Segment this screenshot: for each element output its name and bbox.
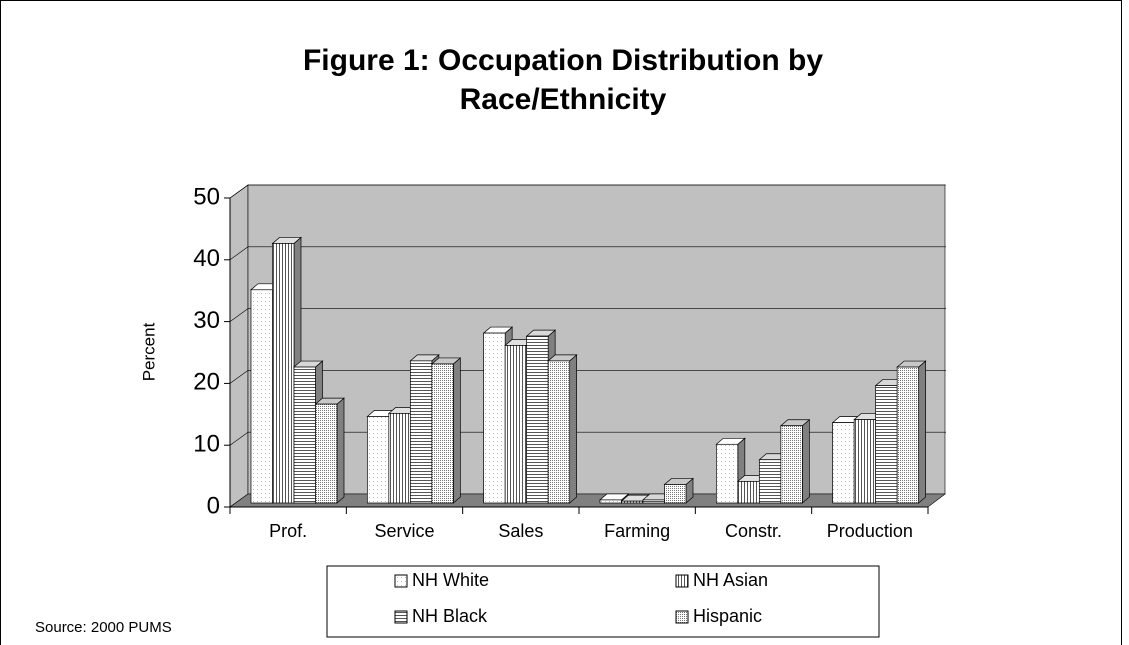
y-tick-label: 10 xyxy=(193,431,220,458)
x-tick-label: Service xyxy=(374,521,434,541)
y-tick-label: 50 xyxy=(193,183,220,210)
legend-swatch xyxy=(675,574,689,588)
y-tick-label: 40 xyxy=(193,245,220,272)
bar xyxy=(526,335,549,504)
bar xyxy=(758,459,782,504)
legend-label: Hispanic xyxy=(693,606,762,626)
legend-swatch xyxy=(394,574,408,588)
bar xyxy=(875,385,898,504)
bar xyxy=(504,345,528,504)
bar-side xyxy=(336,397,345,504)
legend-label: NH White xyxy=(412,570,489,590)
bar-side xyxy=(569,354,578,504)
bar xyxy=(250,289,273,504)
bar xyxy=(642,499,665,504)
bar xyxy=(272,243,295,504)
left-wall xyxy=(229,184,249,508)
legend-label: NH Asian xyxy=(693,570,768,590)
bar-side xyxy=(801,418,810,504)
x-tick-label: Sales xyxy=(498,521,543,541)
grid-line xyxy=(229,370,249,384)
legend-label: NH Black xyxy=(412,606,488,626)
legend-swatch xyxy=(394,610,408,624)
legend-swatch xyxy=(675,610,689,624)
bar xyxy=(715,443,739,504)
bar xyxy=(431,363,454,504)
back-wall xyxy=(247,184,946,495)
bar xyxy=(293,366,316,504)
y-tick-label: 30 xyxy=(193,307,220,334)
bar xyxy=(621,500,644,504)
x-tick-label: Prof. xyxy=(269,521,307,541)
bar xyxy=(483,332,506,504)
grid-line xyxy=(229,431,249,446)
bar xyxy=(832,422,855,504)
bar xyxy=(896,366,920,504)
grid-line xyxy=(229,308,249,322)
grid-line xyxy=(229,184,249,199)
bar xyxy=(366,416,390,504)
bar xyxy=(547,360,571,504)
bar-side xyxy=(918,360,927,504)
legend xyxy=(326,565,880,638)
x-tick-label: Production xyxy=(827,521,913,541)
bar xyxy=(780,425,803,504)
bar xyxy=(409,360,433,504)
chart-title: Figure 1: Occupation Distribution by xyxy=(303,44,823,77)
bar xyxy=(388,413,411,504)
bar xyxy=(737,481,760,504)
bar-side xyxy=(452,357,461,504)
y-axis-label: Percent xyxy=(139,322,158,381)
bar xyxy=(853,419,877,504)
bar xyxy=(315,403,338,504)
chart-title: Race/Ethnicity xyxy=(460,83,667,116)
bar xyxy=(599,499,622,504)
y-tick-label: 0 xyxy=(207,492,220,519)
y-tick-label: 20 xyxy=(193,369,220,396)
source-note: Source: 2000 PUMS xyxy=(35,619,172,636)
x-tick-label: Constr. xyxy=(725,521,782,541)
x-tick-label: Farming xyxy=(604,521,670,541)
bar xyxy=(664,484,687,504)
grid-line xyxy=(229,246,249,261)
